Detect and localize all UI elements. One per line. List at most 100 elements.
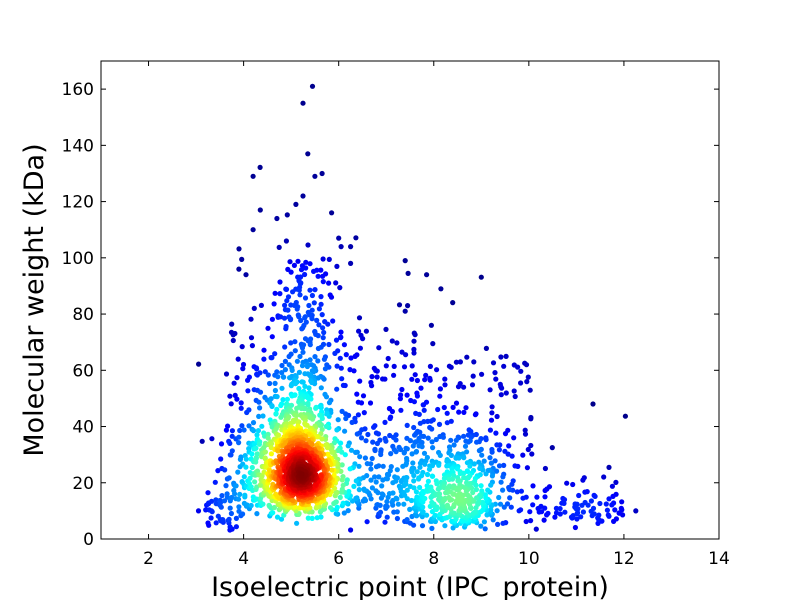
y-tick-label: 160 — [62, 80, 94, 100]
data-point — [509, 453, 515, 459]
data-point — [331, 472, 337, 478]
data-point — [430, 473, 436, 479]
data-point — [442, 382, 448, 388]
data-point — [256, 399, 262, 405]
data-point — [307, 287, 313, 293]
data-point — [228, 401, 234, 407]
data-point — [292, 381, 299, 387]
data-point — [233, 483, 239, 489]
data-point — [312, 481, 318, 487]
data-point — [261, 356, 267, 362]
data-point — [424, 272, 430, 278]
data-point — [307, 261, 313, 267]
data-point — [434, 481, 440, 487]
data-point — [378, 451, 384, 458]
data-point — [314, 515, 320, 521]
data-point — [390, 490, 396, 496]
data-point — [464, 354, 470, 360]
data-point — [448, 364, 454, 370]
data-point — [462, 443, 469, 449]
data-point — [291, 262, 297, 268]
data-point — [313, 331, 319, 337]
data-point — [329, 467, 335, 473]
data-point — [373, 488, 379, 494]
data-point — [308, 459, 314, 465]
data-point — [541, 517, 547, 523]
data-point — [230, 337, 236, 344]
data-point — [272, 387, 278, 394]
data-point — [354, 431, 360, 437]
data-point — [330, 318, 336, 324]
data-point — [239, 256, 245, 262]
data-point — [448, 452, 454, 458]
data-point — [545, 510, 551, 516]
data-point — [352, 353, 358, 359]
data-point — [633, 508, 639, 514]
data-point — [301, 322, 307, 329]
data-point — [488, 482, 494, 488]
data-point — [281, 374, 287, 380]
data-point — [427, 377, 433, 383]
data-point — [274, 215, 280, 222]
data-point — [380, 463, 386, 469]
data-point — [227, 505, 233, 511]
data-point — [453, 455, 459, 461]
data-point — [461, 409, 467, 415]
data-point — [312, 173, 318, 179]
data-point — [236, 504, 242, 510]
data-point — [281, 315, 288, 321]
data-point — [383, 363, 389, 369]
y-tick-label: 0 — [83, 530, 94, 550]
data-point — [348, 355, 354, 361]
data-point — [338, 329, 344, 335]
data-point — [331, 500, 337, 507]
data-point — [472, 412, 478, 418]
data-point — [420, 490, 426, 496]
data-point — [279, 385, 285, 391]
data-point — [450, 404, 456, 410]
data-point — [368, 477, 374, 483]
data-point — [256, 441, 262, 447]
data-point — [601, 474, 607, 480]
data-point — [495, 521, 501, 528]
data-point — [375, 502, 381, 508]
data-point — [423, 372, 429, 378]
data-point — [490, 360, 497, 366]
data-point — [262, 369, 268, 375]
data-point — [483, 471, 489, 477]
data-point — [520, 495, 526, 501]
data-point — [353, 235, 359, 241]
data-point — [345, 508, 351, 514]
data-point — [354, 391, 360, 397]
data-point — [229, 448, 235, 454]
data-point — [318, 301, 324, 307]
data-point — [391, 363, 397, 369]
data-point — [411, 472, 417, 479]
data-point — [582, 489, 588, 495]
data-point — [195, 508, 202, 514]
data-point — [506, 443, 512, 449]
data-point — [429, 439, 435, 445]
data-point — [232, 491, 238, 497]
data-point — [257, 164, 263, 170]
data-point — [283, 323, 289, 330]
data-point — [268, 441, 275, 447]
data-point — [376, 345, 382, 351]
data-point — [578, 514, 584, 520]
data-point — [478, 483, 484, 489]
data-point — [276, 432, 282, 438]
data-point — [450, 300, 456, 306]
data-point — [421, 433, 427, 439]
data-point — [341, 342, 347, 348]
data-point — [348, 244, 354, 250]
data-point — [243, 456, 249, 462]
data-point — [317, 473, 324, 479]
data-point — [257, 370, 263, 376]
data-point — [272, 351, 278, 357]
data-point — [278, 516, 285, 522]
data-point — [227, 440, 233, 446]
data-point — [467, 463, 473, 469]
data-point — [523, 518, 529, 525]
data-point — [358, 435, 365, 441]
data-point — [303, 265, 309, 271]
